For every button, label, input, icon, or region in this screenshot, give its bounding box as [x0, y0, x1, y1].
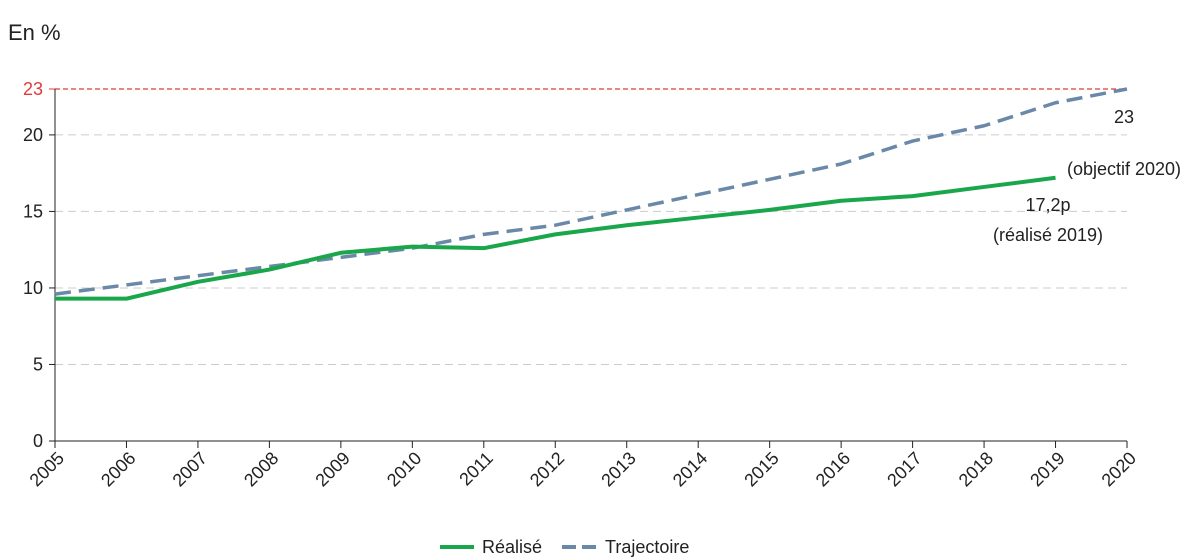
x-tick-label: 2007 [169, 448, 211, 490]
gridlines [55, 134, 1127, 365]
y-tick-label: 0 [33, 431, 43, 451]
series-lines [54, 87, 1128, 301]
annotations: 23 (objectif 2020) 17,2p (réalisé 2019) [993, 107, 1181, 245]
x-tick-label: 2018 [955, 448, 997, 490]
legend: Réalisé Trajectoire [440, 537, 689, 557]
series-line-trajectoire [54, 87, 1128, 296]
unit-label: En % [8, 20, 61, 45]
reference-line-group: 23 [23, 79, 1127, 99]
y-tick-label: 20 [23, 125, 43, 145]
x-tick-label: 2008 [240, 448, 282, 490]
x-tick-label: 2013 [597, 448, 639, 490]
annotation-objectif-value: 23 [1114, 107, 1134, 127]
y-tick-label: 15 [23, 201, 43, 221]
axes: 0 5 10 15 20 2005 2006 2007 2008 2009 2010 2011 2012… [23, 89, 1140, 490]
x-tick-label: 2019 [1026, 448, 1068, 490]
x-tick-label: 2006 [97, 448, 139, 490]
x-tick-label: 2020 [1098, 448, 1140, 490]
legend-label-realise: Réalisé [482, 537, 542, 557]
reference-line-label: 23 [23, 79, 43, 99]
x-tick-label: 2010 [383, 448, 425, 490]
x-tick-label: 2011 [455, 448, 497, 490]
y-tick-label: 5 [33, 354, 43, 374]
x-tick-label: 2014 [669, 448, 711, 490]
annotation-realise-value: 17,2p [1025, 195, 1070, 215]
annotation-realise-note: (réalisé 2019) [993, 225, 1103, 245]
x-tick-label: 2012 [526, 448, 568, 490]
y-tick-label: 10 [23, 278, 43, 298]
annotation-objectif-note: (objectif 2020) [1067, 159, 1181, 179]
x-tick-label: 2015 [740, 448, 782, 490]
x-tick-label: 2005 [26, 448, 68, 490]
x-tick-label: 2009 [311, 448, 353, 490]
x-tick-label: 2016 [812, 448, 854, 490]
legend-label-trajectoire: Trajectoire [605, 537, 689, 557]
x-tick-label: 2017 [883, 448, 925, 490]
series-line-realise [55, 175, 1056, 301]
